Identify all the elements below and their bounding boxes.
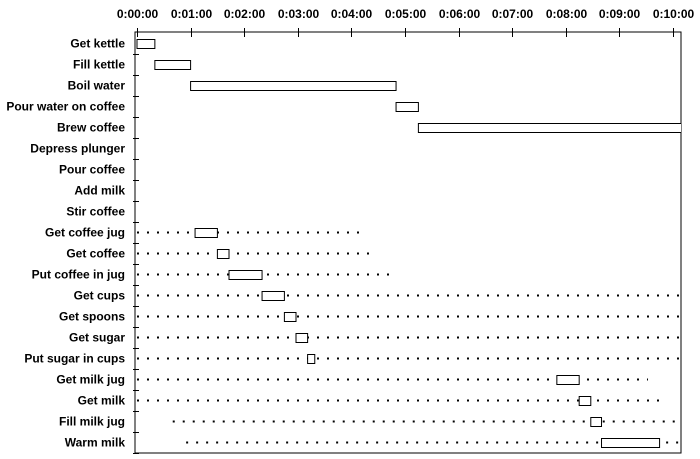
task-label-warm-milk: Warm milk xyxy=(65,436,126,450)
task-bar-get-sugar xyxy=(295,333,309,343)
task-label-boil-water: Boil water xyxy=(68,79,126,93)
task-bar-pour-water-on-coffee xyxy=(395,102,419,112)
task-bar-get-cups xyxy=(261,291,285,301)
task-bar-put-sugar-in-cups xyxy=(307,354,316,364)
x-tick-label: 0:01:00 xyxy=(171,7,213,21)
task-bar-warm-milk xyxy=(601,438,661,448)
task-label-get-sugar: Get sugar xyxy=(69,331,125,345)
task-bar-outline-brew-coffee xyxy=(417,123,681,133)
x-tick-label: 0:10:00 xyxy=(653,7,695,21)
task-label-add-milk: Add milk xyxy=(74,184,125,198)
task-label-depress-plunger: Depress plunger xyxy=(30,142,125,156)
task-bar-get-milk-jug xyxy=(556,375,580,385)
x-tick-label: 0:02:00 xyxy=(224,7,266,21)
task-label-pour-water-on-coffee: Pour water on coffee xyxy=(6,100,125,114)
task-label-put-sugar-in-cups: Put sugar in cups xyxy=(24,352,125,366)
task-label-get-milk: Get milk xyxy=(78,394,126,408)
task-bar-put-coffee-in-jug xyxy=(228,270,263,280)
task-bar-get-spoons xyxy=(283,312,297,322)
task-bar-boil-water xyxy=(190,81,397,91)
task-label-get-coffee: Get coffee xyxy=(66,247,125,261)
task-label-get-coffee-jug: Get coffee jug xyxy=(45,226,125,240)
task-bar-get-milk xyxy=(578,396,592,406)
plot-area xyxy=(134,31,682,454)
plot-frame xyxy=(134,31,682,454)
task-bar-fill-kettle xyxy=(154,60,192,70)
task-bar-get-coffee-jug xyxy=(194,228,218,238)
task-label-get-kettle: Get kettle xyxy=(70,37,125,51)
x-tick-label: 0:03:00 xyxy=(278,7,320,21)
task-label-pour-coffee: Pour coffee xyxy=(59,163,125,177)
x-tick-label: 0:04:00 xyxy=(331,7,373,21)
task-label-get-spoons: Get spoons xyxy=(59,310,125,324)
x-tick-label: 0:08:00 xyxy=(546,7,588,21)
task-label-get-cups: Get cups xyxy=(74,289,126,303)
x-tick-label: 0:09:00 xyxy=(599,7,641,21)
x-tick-label: 0:00:00 xyxy=(117,7,159,21)
x-tick-label: 0:06:00 xyxy=(439,7,481,21)
task-label-fill-milk-jug: Fill milk jug xyxy=(59,415,125,429)
task-bars xyxy=(136,39,681,448)
task-label-stir-coffee: Stir coffee xyxy=(66,205,125,219)
task-label-brew-coffee: Brew coffee xyxy=(57,121,125,135)
y-axis-ticks xyxy=(133,54,139,454)
task-labels: Get kettle Fill kettle Boil water Pour wate… xyxy=(6,37,125,450)
slack-lines xyxy=(137,231,681,444)
task-label-fill-kettle: Fill kettle xyxy=(73,58,125,72)
x-tick-label: 0:07:00 xyxy=(492,7,534,21)
task-label-get-milk-jug: Get milk jug xyxy=(56,373,125,387)
task-bar-get-kettle xyxy=(136,39,156,49)
task-label-put-coffee-in-jug: Put coffee in jug xyxy=(32,268,125,282)
task-bar-get-coffee xyxy=(216,249,230,259)
x-axis-ticks: 0:00:00 0:01:00 0:02:00 0:03:00 0:04:00 0:05:… xyxy=(117,7,695,37)
x-tick-label: 0:05:00 xyxy=(385,7,427,21)
task-bar-fill-milk-jug xyxy=(590,417,603,427)
task-bar-brew-coffee xyxy=(418,123,681,133)
